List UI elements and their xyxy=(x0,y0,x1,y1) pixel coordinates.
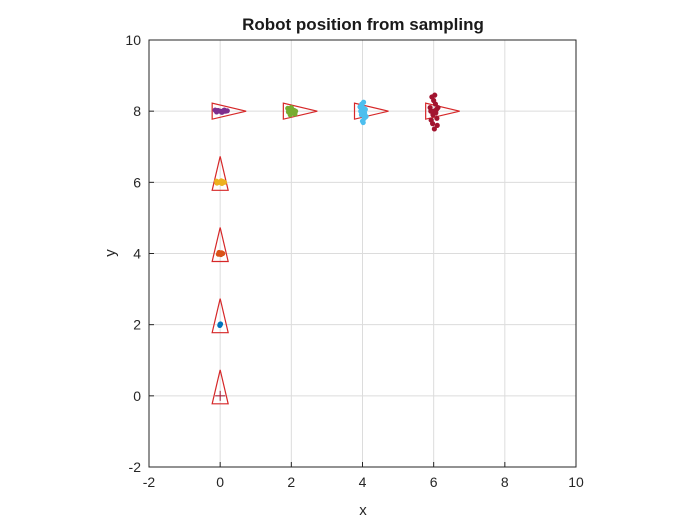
axis-ticks: -2 0 2 4 6 8 10 -2 0 2 4 6 8 10 xyxy=(125,32,584,490)
sample-point xyxy=(285,105,291,111)
robot-marker xyxy=(425,102,460,120)
x-tick-label: -2 xyxy=(143,474,156,490)
sample-point xyxy=(433,110,439,116)
robot-marker xyxy=(211,227,229,263)
y-tick-label: 2 xyxy=(133,317,141,333)
x-tick-label: 0 xyxy=(216,474,224,490)
sample-point xyxy=(215,107,221,114)
sample-point xyxy=(434,122,440,128)
robot-marker xyxy=(282,102,318,120)
sample-point xyxy=(363,113,369,120)
chart-title: Robot position from sampling xyxy=(242,15,484,34)
sample-point xyxy=(360,119,366,126)
sample-point xyxy=(359,109,365,115)
robot-marker xyxy=(211,102,247,120)
x-axis-label: x xyxy=(359,502,367,519)
y-tick-label: 0 xyxy=(133,388,141,404)
sample-point xyxy=(293,108,299,114)
sample-point xyxy=(215,390,226,401)
y-tick-label: 8 xyxy=(133,103,141,119)
sample-point xyxy=(218,251,224,258)
robot-marker xyxy=(211,156,229,191)
robot-marker xyxy=(211,298,229,334)
sample-point xyxy=(431,126,437,132)
y-tick-label: 6 xyxy=(133,174,141,190)
sample-point xyxy=(435,105,441,111)
y-tick-label: -2 xyxy=(129,459,142,475)
x-tick-label: 4 xyxy=(359,474,367,490)
sample-point xyxy=(431,97,437,104)
sample-point xyxy=(432,92,438,98)
sample-points xyxy=(212,92,441,401)
x-tick-label: 8 xyxy=(501,474,509,490)
y-tick-label: 10 xyxy=(125,32,141,48)
sample-point xyxy=(217,321,223,327)
x-tick-label: 2 xyxy=(287,474,295,490)
sample-point xyxy=(428,108,434,114)
sample-point xyxy=(434,115,440,121)
robot-marker xyxy=(353,102,389,120)
y-axis-label: y xyxy=(102,249,119,257)
robot-markers xyxy=(211,102,460,405)
sample-point xyxy=(429,121,436,127)
x-tick-label: 6 xyxy=(430,474,438,490)
sample-point xyxy=(221,107,228,113)
y-tick-label: 4 xyxy=(133,246,141,262)
sample-point xyxy=(357,104,363,110)
x-tick-label: 10 xyxy=(568,474,584,490)
robot-marker xyxy=(211,369,229,405)
sample-point xyxy=(215,179,221,185)
sample-point xyxy=(360,99,367,105)
